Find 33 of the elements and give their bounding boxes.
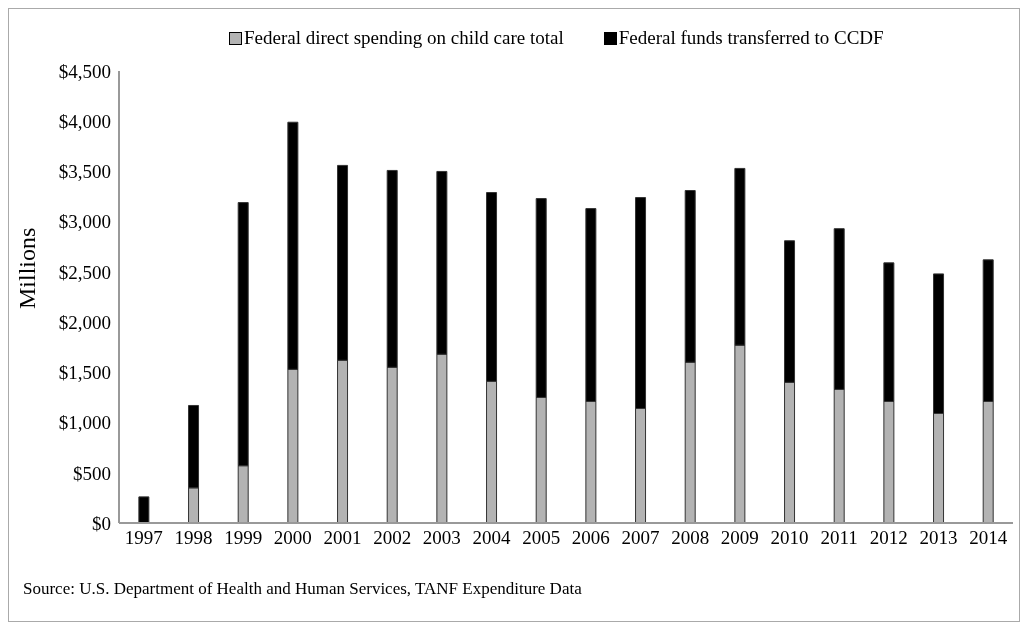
x-tick-label: 2000 [273,527,312,549]
x-tick-label: 2011 [820,527,858,549]
y-tick-label: $3,500 [58,161,111,183]
x-tick-label: 2012 [869,527,908,549]
y-tick-label: $4,000 [58,110,111,132]
x-tick-label: 2003 [422,527,461,549]
x-tick-label: 2004 [472,527,511,549]
y-tick-label: $500 [73,462,111,484]
x-tick-label: 2009 [720,527,759,549]
y-tick-label: $2,500 [58,261,111,283]
x-tick-label: 1998 [174,527,213,549]
y-tick-label: $1,500 [58,362,111,384]
x-tick-label: 2005 [522,527,561,549]
legend-label: Federal funds transferred to CCDF [618,27,884,49]
y-tick-label: $1,000 [58,412,111,434]
y-tick-label: $0 [92,512,111,534]
x-tick-label: 2010 [770,527,809,549]
x-tick-label: 2007 [621,527,660,549]
x-tick-label: 1997 [124,527,163,549]
y-tick-label: $4,500 [58,60,111,82]
x-tick-label: 2002 [373,527,412,549]
y-tick-label: $2,000 [58,311,111,333]
x-tick-label: 2013 [919,527,958,549]
x-tick-label: 2008 [671,527,710,549]
bar [138,496,150,523]
x-tick-label: 2006 [571,527,610,549]
y-tick-label: $3,000 [58,211,111,233]
x-tick-label: 2001 [323,527,362,549]
legend-label: Federal direct spending on child care total [244,27,564,49]
y-axis-title: Millions [13,227,40,309]
x-tick-label: 1999 [224,527,263,549]
source-note: Source: U.S. Department of Health and Human Services, TANF Expenditure Data [23,579,582,598]
x-tick-label: 2014 [969,527,1008,549]
